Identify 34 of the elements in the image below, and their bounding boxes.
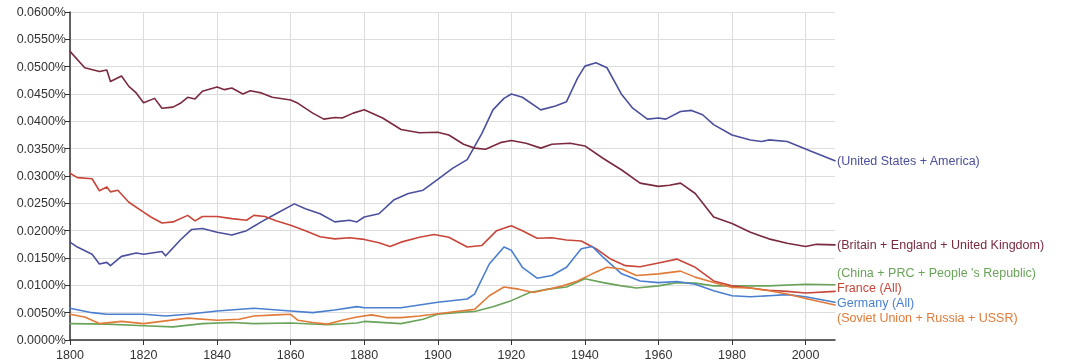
y-tick-label: 0.0300% — [16, 169, 66, 183]
x-tick-label: 1840 — [203, 347, 232, 362]
x-tick-label: 2000 — [791, 347, 820, 362]
y-tick-label: 0.0500% — [16, 59, 66, 74]
y-tick-label: 0.0400% — [16, 114, 66, 129]
y-tick-label: 0.0100% — [16, 278, 66, 293]
x-tick-label: 1960 — [644, 347, 673, 362]
y-tick-label: 0.0200% — [16, 223, 66, 238]
y-tick-label: 0.0450% — [16, 87, 66, 101]
line-series — [69, 277, 836, 328]
y-tick-label: 0.0000% — [16, 333, 66, 347]
line-series — [69, 266, 836, 325]
series-label: France (All) — [837, 281, 902, 296]
x-tick-label: 1820 — [129, 347, 158, 362]
series-label: Germany (All) — [837, 296, 915, 311]
series-label: (United States + America) — [837, 153, 980, 168]
x-tick-label: 1900 — [423, 347, 452, 362]
y-tick-label: 0.0600% — [16, 5, 66, 19]
series-label: (Soviet Union + Russia + USSR) — [837, 311, 1018, 326]
x-tick-label: 1940 — [571, 347, 599, 362]
x-tick-label: 1980 — [718, 347, 746, 362]
y-tick-label: 0.0150% — [16, 251, 66, 265]
y-tick-label: 0.0250% — [16, 196, 66, 211]
x-tick-label: 1880 — [350, 347, 379, 362]
y-tick-label: 0.0550% — [16, 32, 66, 47]
y-tick-label: 0.0350% — [16, 141, 66, 156]
line-series — [69, 172, 836, 294]
series-label: (Britain + England + United Kingdom) — [837, 237, 1045, 252]
x-tick-label: 1800 — [56, 347, 84, 362]
x-tick-label: 1920 — [497, 347, 526, 362]
line-series — [69, 245, 836, 317]
x-tick-label: 1860 — [276, 347, 305, 362]
y-tick-label: 0.0050% — [16, 305, 66, 320]
series-label: (China + PRC + People 's Republic) — [837, 266, 1037, 281]
